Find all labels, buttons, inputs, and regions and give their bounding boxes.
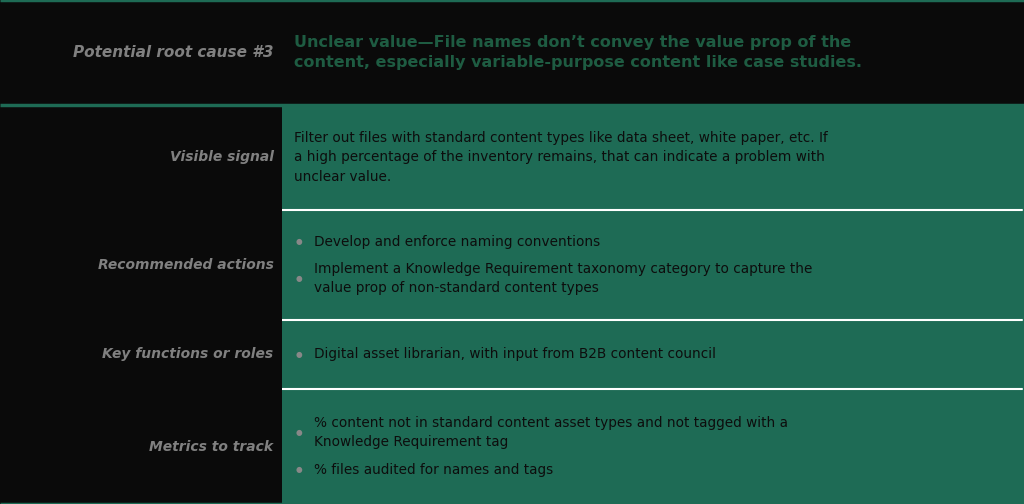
Bar xyxy=(282,320,1024,389)
Bar xyxy=(0,320,282,389)
Text: % files audited for names and tags: % files audited for names and tags xyxy=(313,463,553,477)
Bar xyxy=(0,105,282,210)
Text: Implement a Knowledge Requirement taxonomy category to capture the
value prop of: Implement a Knowledge Requirement taxono… xyxy=(313,262,812,295)
Text: ●: ● xyxy=(296,428,303,437)
Text: Metrics to track: Metrics to track xyxy=(150,439,273,454)
Text: Visible signal: Visible signal xyxy=(170,150,273,164)
Bar xyxy=(282,210,1024,320)
Text: Filter out files with standard content types like data sheet, white paper, etc. : Filter out files with standard content t… xyxy=(294,131,827,184)
Text: Unclear value—File names don’t convey the value prop of the
content, especially : Unclear value—File names don’t convey th… xyxy=(294,35,861,70)
Text: ●: ● xyxy=(296,274,303,283)
Text: Recommended actions: Recommended actions xyxy=(97,258,273,272)
Bar xyxy=(0,210,282,320)
Text: Develop and enforce naming conventions: Develop and enforce naming conventions xyxy=(313,234,600,248)
Bar xyxy=(282,105,1024,210)
Bar xyxy=(0,389,282,504)
Text: % content not in standard content asset types and not tagged with a
Knowledge Re: % content not in standard content asset … xyxy=(313,416,787,449)
Text: Digital asset librarian, with input from B2B content council: Digital asset librarian, with input from… xyxy=(313,347,716,361)
Text: ●: ● xyxy=(296,237,303,246)
Text: Potential root cause #3: Potential root cause #3 xyxy=(73,45,273,60)
Bar xyxy=(282,389,1024,504)
Text: ●: ● xyxy=(296,350,303,359)
Text: ●: ● xyxy=(296,465,303,474)
Text: Key functions or roles: Key functions or roles xyxy=(102,347,273,361)
